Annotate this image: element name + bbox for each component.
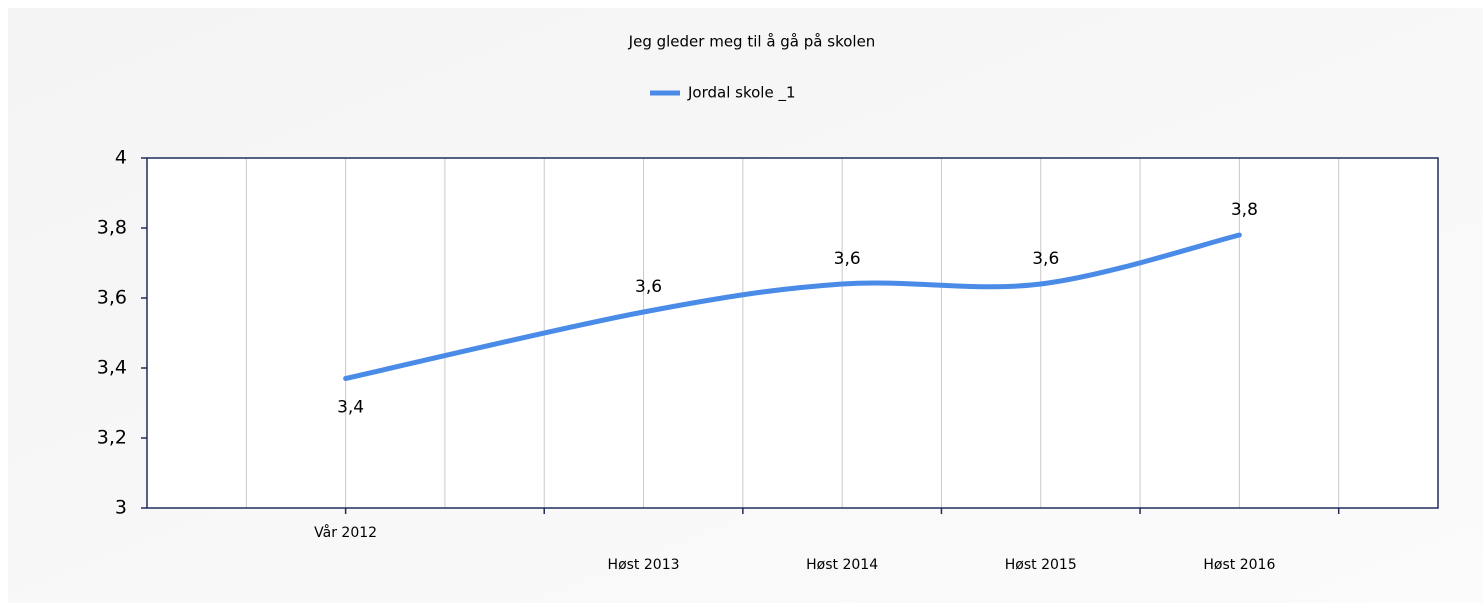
data-label: 3,6	[834, 249, 861, 269]
y-tick-label: 4	[115, 147, 127, 169]
data-label: 3,4	[337, 398, 364, 418]
x-tick-label: Høst 2014	[806, 557, 878, 573]
chart-title: Jeg gleder meg til å gå på skolen	[628, 33, 876, 51]
legend-label: Jordal skole _1	[687, 84, 796, 103]
y-tick-label: 3,2	[97, 427, 127, 449]
y-tick-label: 3	[115, 497, 127, 519]
x-tick-label: Høst 2016	[1203, 557, 1275, 573]
data-label: 3,6	[1032, 249, 1059, 269]
x-tick-label: Høst 2013	[608, 557, 680, 573]
y-tick-label: 3,6	[97, 287, 127, 309]
data-label: 3,6	[635, 277, 662, 297]
plot: 3 3,2 3,4 3,6 3,8 4 Vår 2012 Høst 2013 Høst 2014…	[97, 84, 1439, 573]
plot-area	[147, 158, 1438, 508]
x-tick-label: Høst 2015	[1005, 557, 1077, 573]
y-tick-label: 3,8	[97, 217, 127, 239]
y-tick-label: 3,4	[97, 357, 127, 379]
plot-border	[146, 157, 1439, 509]
x-tick-label: Vår 2012	[314, 524, 377, 541]
data-label: 3,8	[1231, 200, 1258, 220]
line	[343, 232, 1242, 381]
